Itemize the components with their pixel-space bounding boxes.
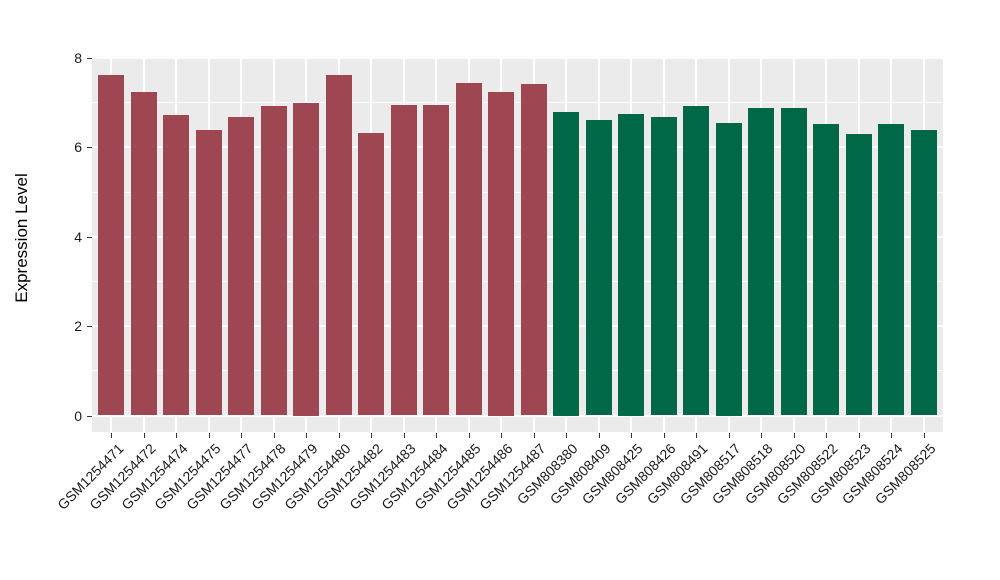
bar-GSM1254480 (325, 74, 352, 416)
x-tick-mark (273, 433, 275, 438)
x-tick-mark (826, 433, 828, 438)
x-tick-mark (923, 433, 925, 438)
bar-GSM1254479 (293, 102, 320, 416)
bar-GSM1254487 (520, 84, 547, 416)
bar-GSM808520 (780, 108, 807, 416)
bar-GSM1254477 (228, 117, 255, 416)
bar-GSM808409 (585, 119, 612, 416)
x-tick-mark (111, 433, 113, 438)
x-tick-mark (208, 433, 210, 438)
x-tick-mark (696, 433, 698, 438)
bar-GSM1254484 (423, 105, 450, 416)
x-tick-mark (241, 433, 243, 438)
minor-gridline (92, 280, 943, 282)
y-tick-mark (87, 58, 92, 59)
bar-GSM1254486 (488, 91, 515, 416)
plot-panel (92, 58, 943, 432)
x-tick-mark (793, 433, 795, 438)
bar-GSM1254474 (163, 115, 190, 416)
minor-gridline (92, 102, 943, 104)
bar-GSM808380 (553, 111, 580, 416)
bar-GSM808524 (878, 123, 905, 416)
y-tick-label: 0 (74, 407, 82, 424)
minor-gridline (92, 370, 943, 372)
y-tick-label: 2 (74, 318, 82, 335)
x-tick-mark (761, 433, 763, 438)
bar-GSM1254478 (260, 106, 287, 416)
x-tick-mark (436, 433, 438, 438)
x-tick-mark (858, 433, 860, 438)
y-tick-label: 4 (74, 228, 82, 245)
x-tick-mark (143, 433, 145, 438)
y-tick-mark (87, 147, 92, 149)
major-gridline (92, 58, 943, 59)
x-tick-mark (891, 433, 893, 438)
bar-GSM1254482 (358, 132, 385, 416)
y-tick-mark (87, 236, 92, 238)
x-tick-mark (533, 433, 535, 438)
x-tick-mark (631, 433, 633, 438)
x-tick-mark (501, 433, 503, 438)
x-tick-mark (403, 433, 405, 438)
y-tick-mark (87, 326, 92, 328)
bar-GSM1254471 (98, 74, 125, 416)
y-tick-mark (87, 415, 92, 417)
x-tick-mark (728, 433, 730, 438)
bar-GSM1254472 (130, 92, 157, 416)
x-tick-mark (338, 433, 340, 438)
bar-GSM808491 (683, 105, 710, 416)
major-gridline (92, 414, 943, 417)
x-tick-mark (663, 433, 665, 438)
y-axis-title: Expression Level (12, 173, 31, 303)
bar-GSM1254485 (455, 83, 482, 416)
y-tick-label: 6 (74, 139, 82, 156)
x-tick-mark (176, 433, 178, 438)
bar-GSM1254475 (195, 130, 222, 416)
major-gridline (92, 325, 943, 328)
bar-GSM808523 (845, 134, 872, 416)
x-tick-mark (468, 433, 470, 438)
bar-GSM808426 (650, 116, 677, 416)
x-tick-mark (598, 433, 600, 438)
bar-GSM1254483 (390, 105, 417, 416)
bar-GSM808518 (748, 108, 775, 416)
major-gridline (92, 235, 943, 238)
bar-GSM808425 (618, 113, 645, 416)
minor-gridline (92, 191, 943, 193)
x-tick-mark (371, 433, 373, 438)
major-gridline (92, 146, 943, 149)
bar-GSM808525 (910, 130, 937, 416)
y-tick-label: 8 (74, 50, 82, 66)
x-tick-mark (306, 433, 308, 438)
bar-GSM808517 (715, 122, 742, 416)
x-tick-mark (566, 433, 568, 438)
bar-GSM808522 (813, 124, 840, 416)
